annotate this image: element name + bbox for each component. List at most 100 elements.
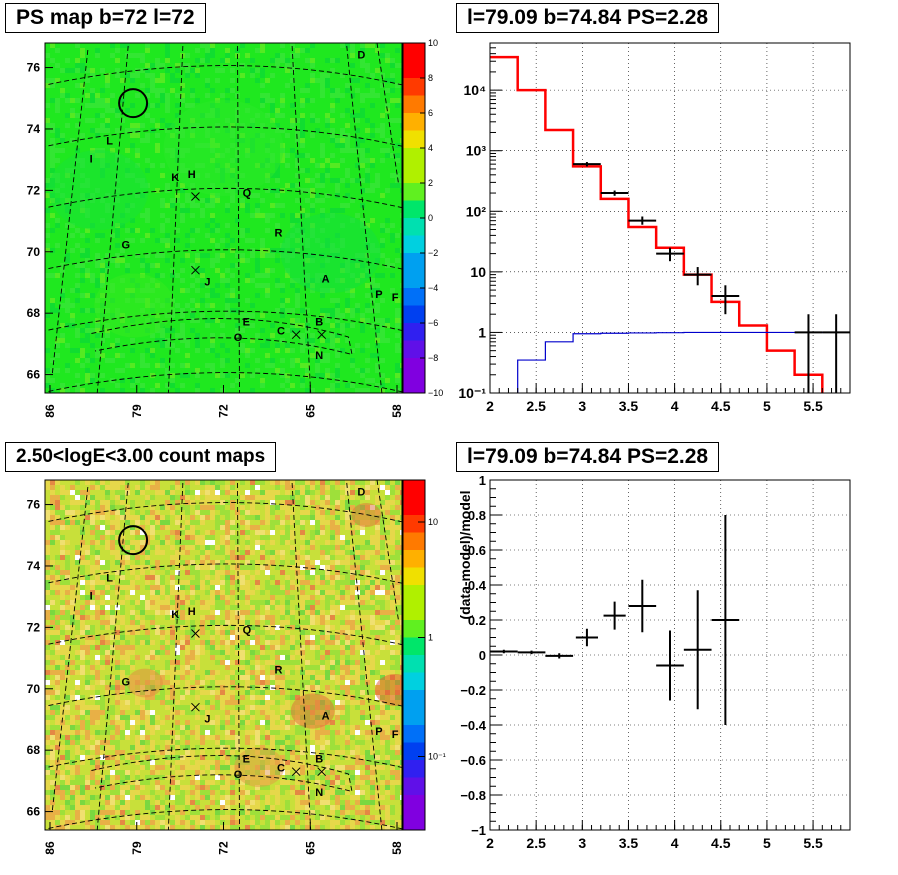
source-label-i: I — [90, 591, 93, 603]
ps-y-tick-label: 72 — [27, 183, 41, 197]
source-label-i: I — [90, 154, 93, 166]
count-x-tick-label: 72 — [217, 841, 231, 855]
count-map-plot: D L I K H Q R G J A P F M E C B O N — [17, 480, 402, 830]
count-y-tick-label: 66 — [27, 805, 41, 819]
ps-x-tick-label: 65 — [303, 404, 317, 418]
spectrum-x-tick-label: 4.5 — [711, 398, 731, 414]
spectrum-y-tick-label: 10⁻¹ — [458, 385, 486, 401]
count-y-tick-label: 76 — [27, 498, 41, 512]
ps-cross-marker — [191, 192, 200, 201]
spectrum-title: l=79.09 b=74.84 PS=2.28 — [456, 3, 720, 33]
colorbar-tick-label: 4 — [428, 143, 433, 153]
residual-y-tick-label: 0.2 — [468, 613, 486, 628]
spectrum-x-tick-label: 5 — [763, 398, 771, 414]
spectrum-y-tick-label: 10⁴ — [464, 82, 487, 98]
count-x-tick-label: 58 — [390, 841, 404, 855]
count-colorbar: 10 1 10⁻¹ — [402, 479, 446, 831]
colorbar-tick-label: 10 — [428, 38, 438, 48]
spectrum-frame — [489, 42, 851, 394]
count-x-tick-label: 79 — [130, 841, 144, 855]
source-label-h: H — [188, 169, 196, 181]
source-label-m: M — [17, 738, 26, 750]
residual-y-tick-label: −0.2 — [460, 683, 486, 698]
source-label-p: P — [375, 726, 382, 738]
source-label-k: K — [171, 609, 179, 621]
colorbar-tick-label: 2 — [428, 178, 433, 188]
source-label-o: O — [234, 332, 243, 344]
spectrum-x-tick-label: 4 — [671, 398, 679, 414]
spectrum-x-tick-label: 2 — [486, 398, 494, 414]
spectrum-y-tick-label: 10 — [470, 264, 486, 280]
ps-map-title: PS map b=72 l=72 — [5, 3, 206, 33]
source-label-l: L — [106, 572, 113, 584]
colorbar-tick-label: 8 — [428, 73, 433, 83]
source-label-d: D — [357, 49, 365, 61]
residual-x-tick-label: 4.5 — [711, 835, 731, 851]
spectrum-y-tick-label: 10² — [466, 203, 487, 219]
source-label-f: F — [392, 729, 399, 741]
ps-x-tick-label: 58 — [390, 404, 404, 418]
source-label-e: E — [243, 753, 250, 765]
source-label-g: G — [122, 677, 131, 689]
colorbar-tick-label: 10 — [428, 517, 438, 527]
background-step-series — [517, 331, 850, 393]
ps-x-tick-label: 79 — [130, 404, 144, 418]
spectrum-x-tick-label: 5.5 — [803, 398, 823, 414]
count-y-tick-label: 74 — [27, 559, 41, 573]
source-label-d: D — [357, 486, 365, 498]
source-label-f: F — [392, 292, 399, 304]
source-label-n: N — [315, 350, 323, 362]
residual-x-tick-label: 5 — [763, 835, 771, 851]
source-label-r: R — [275, 664, 283, 676]
residual-y-tick-label: 0 — [479, 648, 486, 663]
count-cross-marker — [191, 629, 200, 638]
ps-y-tick-label: 76 — [27, 61, 41, 75]
colorbar-tick-label: −8 — [428, 353, 438, 363]
source-label-h: H — [188, 606, 196, 618]
count-map: D L I K H Q R G J A P F M E C B O N 86 79 72 65 58 76 74 72 70 68 66… — [17, 479, 446, 855]
ps-point-source-circle — [118, 88, 149, 119]
model-step-series — [490, 55, 824, 393]
residual-y-tick-label: −1 — [471, 823, 486, 838]
ps-map-boundary — [51, 43, 399, 376]
spectrum-y-tick-label: 1 — [478, 324, 486, 340]
source-label-e: E — [243, 316, 250, 328]
source-label-l: L — [106, 135, 113, 147]
source-label-c: C — [277, 763, 285, 775]
spectrum-x-tick-label: 3 — [578, 398, 586, 414]
ps-map-plot: D L I K H Q R G J A P F M E C B O N — [17, 43, 402, 393]
ps-y-tick-label: 70 — [27, 245, 41, 259]
source-label-g: G — [122, 240, 131, 252]
source-label-j: J — [204, 277, 210, 289]
source-label-m: M — [17, 301, 26, 313]
colorbar-tick-label: 6 — [428, 108, 433, 118]
residual-y-tick-label: −0.4 — [460, 718, 486, 733]
residual-y-tick-label: −0.8 — [460, 788, 486, 803]
residual-x-tick-label: 3 — [578, 835, 586, 851]
count-x-tick-label: 65 — [303, 841, 317, 855]
ps-cross-marker — [317, 330, 327, 340]
colorbar-tick-label: −2 — [428, 248, 438, 258]
count-y-tick-label: 70 — [27, 682, 41, 696]
count-point-source-circle — [118, 525, 149, 556]
source-label-a: A — [322, 273, 330, 285]
source-label-q: Q — [243, 625, 252, 637]
residual-y-tick-label: 1 — [479, 473, 486, 488]
colorbar-tick-label: −6 — [428, 318, 438, 328]
residual-y-tick-label: 0.6 — [468, 543, 486, 558]
residual-x-tick-label: 4 — [671, 835, 679, 851]
source-label-n: N — [315, 787, 323, 799]
residual-x-tick-label: 5.5 — [803, 835, 823, 851]
colorbar-tick-label: −10 — [428, 388, 443, 398]
count-map-title: 2.50<logE<3.00 count maps — [5, 442, 277, 472]
count-map-boundary — [51, 480, 399, 813]
colorbar-tick-label: 10⁻¹ — [428, 752, 446, 762]
ps-colorbar: 10 8 6 4 2 0 −2 −4 −6 −8 −10 — [402, 38, 443, 398]
count-cross-marker — [291, 767, 301, 777]
spectrum-x-tick-label: 2.5 — [526, 398, 546, 414]
source-label-r: R — [275, 227, 283, 239]
source-label-b: B — [315, 753, 323, 765]
residual-x-tick-label: 2 — [486, 835, 494, 851]
